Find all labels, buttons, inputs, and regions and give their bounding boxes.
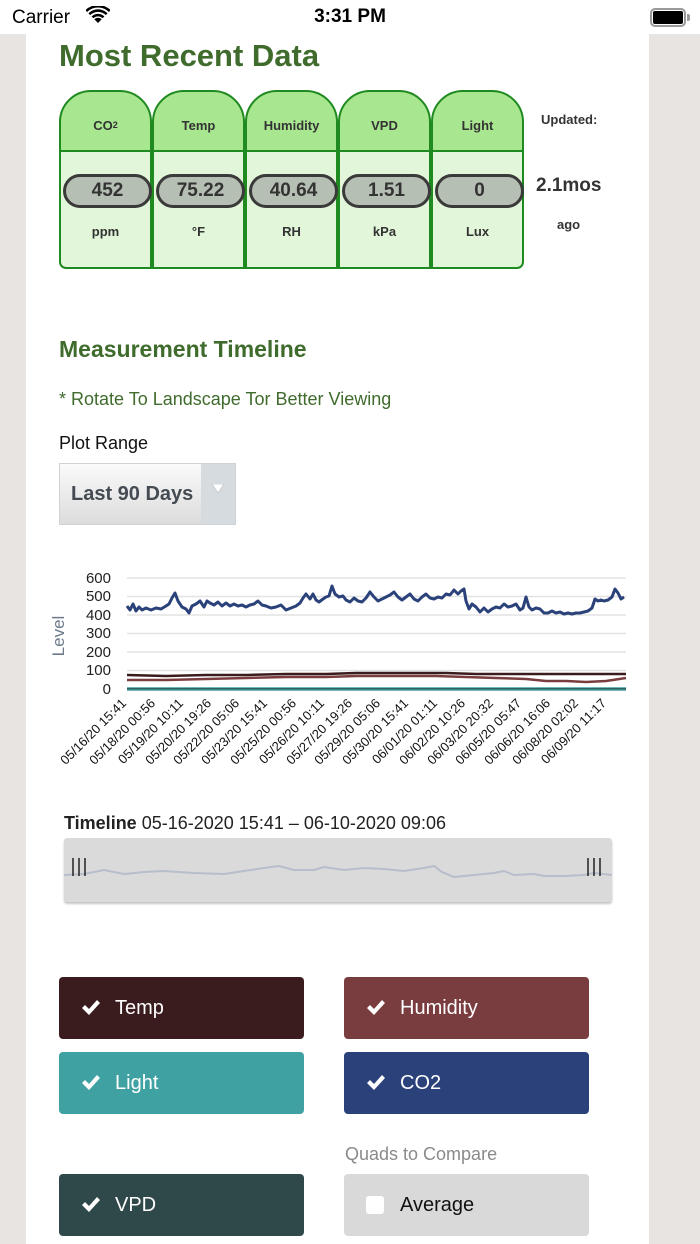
updated-label: Updated: xyxy=(541,112,598,127)
sensor-unit: °F xyxy=(191,224,206,239)
measurement-chart[interactable]: 600 500 400 300 200 100 0 Level 05/16/20… xyxy=(26,564,649,804)
sensor-vpd: VPD 1.51 kPa xyxy=(338,90,431,269)
sensor-value: 0 xyxy=(435,174,524,208)
clock: 3:31 PM xyxy=(314,6,386,27)
check-icon xyxy=(82,1075,100,1090)
sensor-value: 75.22 xyxy=(156,174,245,208)
timeline-range: 05-16-2020 15:41 – 06-10-2020 09:06 xyxy=(141,813,446,833)
sensor-temp: Temp 75.22 °F xyxy=(152,90,245,269)
sensor-unit: Lux xyxy=(465,224,490,239)
status-bar: Carrier 3:31 PM xyxy=(0,0,700,34)
check-icon xyxy=(367,1075,385,1090)
quads-to-compare-label: Quads to Compare xyxy=(345,1144,498,1164)
svg-text:300: 300 xyxy=(86,625,111,642)
toggle-label: Light xyxy=(115,1071,159,1094)
sensor-value: 1.51 xyxy=(342,174,431,208)
sensor-value: 452 xyxy=(63,174,152,208)
svg-text:200: 200 xyxy=(86,644,111,661)
most-recent-title: Most Recent Data xyxy=(59,38,320,73)
series-humidity xyxy=(127,674,627,684)
y-tick-labels: 600 500 400 300 200 100 0 xyxy=(86,570,111,698)
series-temp xyxy=(126,671,626,678)
wifi-icon xyxy=(85,4,111,29)
sensor-unit: kPa xyxy=(372,224,397,239)
navigator-handle-right xyxy=(587,858,601,876)
x-tick-labels: 05/16/20 15:41 05/18/20 00:56 05/19/20 1… xyxy=(57,696,609,768)
series-co2 xyxy=(125,584,625,616)
timeline-navigator[interactable] xyxy=(63,838,613,902)
page-margin-left xyxy=(0,34,26,1244)
chevron-down-icon xyxy=(212,484,224,494)
updated-value: 2.1mos xyxy=(536,175,602,196)
rotate-note: * Rotate To Landscape Tor Better Viewing xyxy=(59,389,392,409)
toggle-co2[interactable]: CO2 xyxy=(344,1052,589,1114)
y-axis-label: Level xyxy=(49,616,68,657)
main-content[interactable]: Most Recent Data CO 2 452 ppm Temp 75.22 … xyxy=(26,34,649,1244)
battery-icon xyxy=(650,8,690,27)
sensor-header: VPD xyxy=(338,90,431,152)
toggle-label: Temp xyxy=(115,996,164,1019)
toggle-average[interactable]: Average xyxy=(344,1174,589,1236)
svg-text:500: 500 xyxy=(86,588,111,605)
plot-range-value: Last 90 Days xyxy=(71,483,194,505)
sensor-grid: CO 2 452 ppm Temp 75.22 °F Humidity 40.64… xyxy=(59,90,524,269)
toggle-light[interactable]: Light xyxy=(59,1052,304,1114)
plot-range-label: Plot Range xyxy=(59,433,149,453)
navigator-series xyxy=(63,864,613,879)
svg-text:0: 0 xyxy=(103,681,111,698)
svg-text:600: 600 xyxy=(86,570,111,587)
updated-ago: ago xyxy=(557,217,581,232)
checkbox-unchecked-icon[interactable] xyxy=(366,1196,384,1214)
sensor-header: Humidity xyxy=(245,90,338,152)
check-icon xyxy=(82,1000,100,1015)
sensor-header: Temp xyxy=(152,90,245,152)
toggle-label: CO2 xyxy=(400,1071,442,1094)
svg-text:400: 400 xyxy=(86,607,111,624)
sensor-humidity: Humidity 40.64 RH xyxy=(245,90,338,269)
toggle-humidity[interactable]: Humidity xyxy=(344,977,589,1039)
navigator-handle-left xyxy=(72,858,86,876)
timeline-caption: Timeline 05-16-2020 15:41 – 06-10-2020 0… xyxy=(64,813,446,833)
sensor-value: 40.64 xyxy=(249,174,338,208)
toggle-vpd[interactable]: VPD xyxy=(59,1174,304,1236)
sensor-unit: RH xyxy=(282,224,301,239)
svg-text:100: 100 xyxy=(86,662,111,679)
page-margin-right xyxy=(649,34,700,1244)
sensor-co2: CO 2 452 ppm xyxy=(59,90,152,269)
toggle-label: Humidity xyxy=(400,996,478,1019)
sensor-light: Light 0 Lux xyxy=(431,90,524,269)
carrier-label: Carrier xyxy=(12,7,71,28)
toggle-label: Average xyxy=(400,1193,475,1216)
toggle-label: VPD xyxy=(115,1193,157,1216)
toggle-temp[interactable]: Temp xyxy=(59,977,304,1039)
plot-range-select[interactable]: Last 90 Days xyxy=(59,463,236,525)
check-icon xyxy=(82,1197,100,1212)
sensor-unit: ppm xyxy=(91,224,120,239)
timeline-title: Measurement Timeline xyxy=(59,336,307,362)
sensor-header: CO 2 xyxy=(59,90,152,152)
check-icon xyxy=(367,1000,385,1015)
sensor-header: Light xyxy=(431,90,524,152)
dropdown-button[interactable] xyxy=(201,464,235,524)
